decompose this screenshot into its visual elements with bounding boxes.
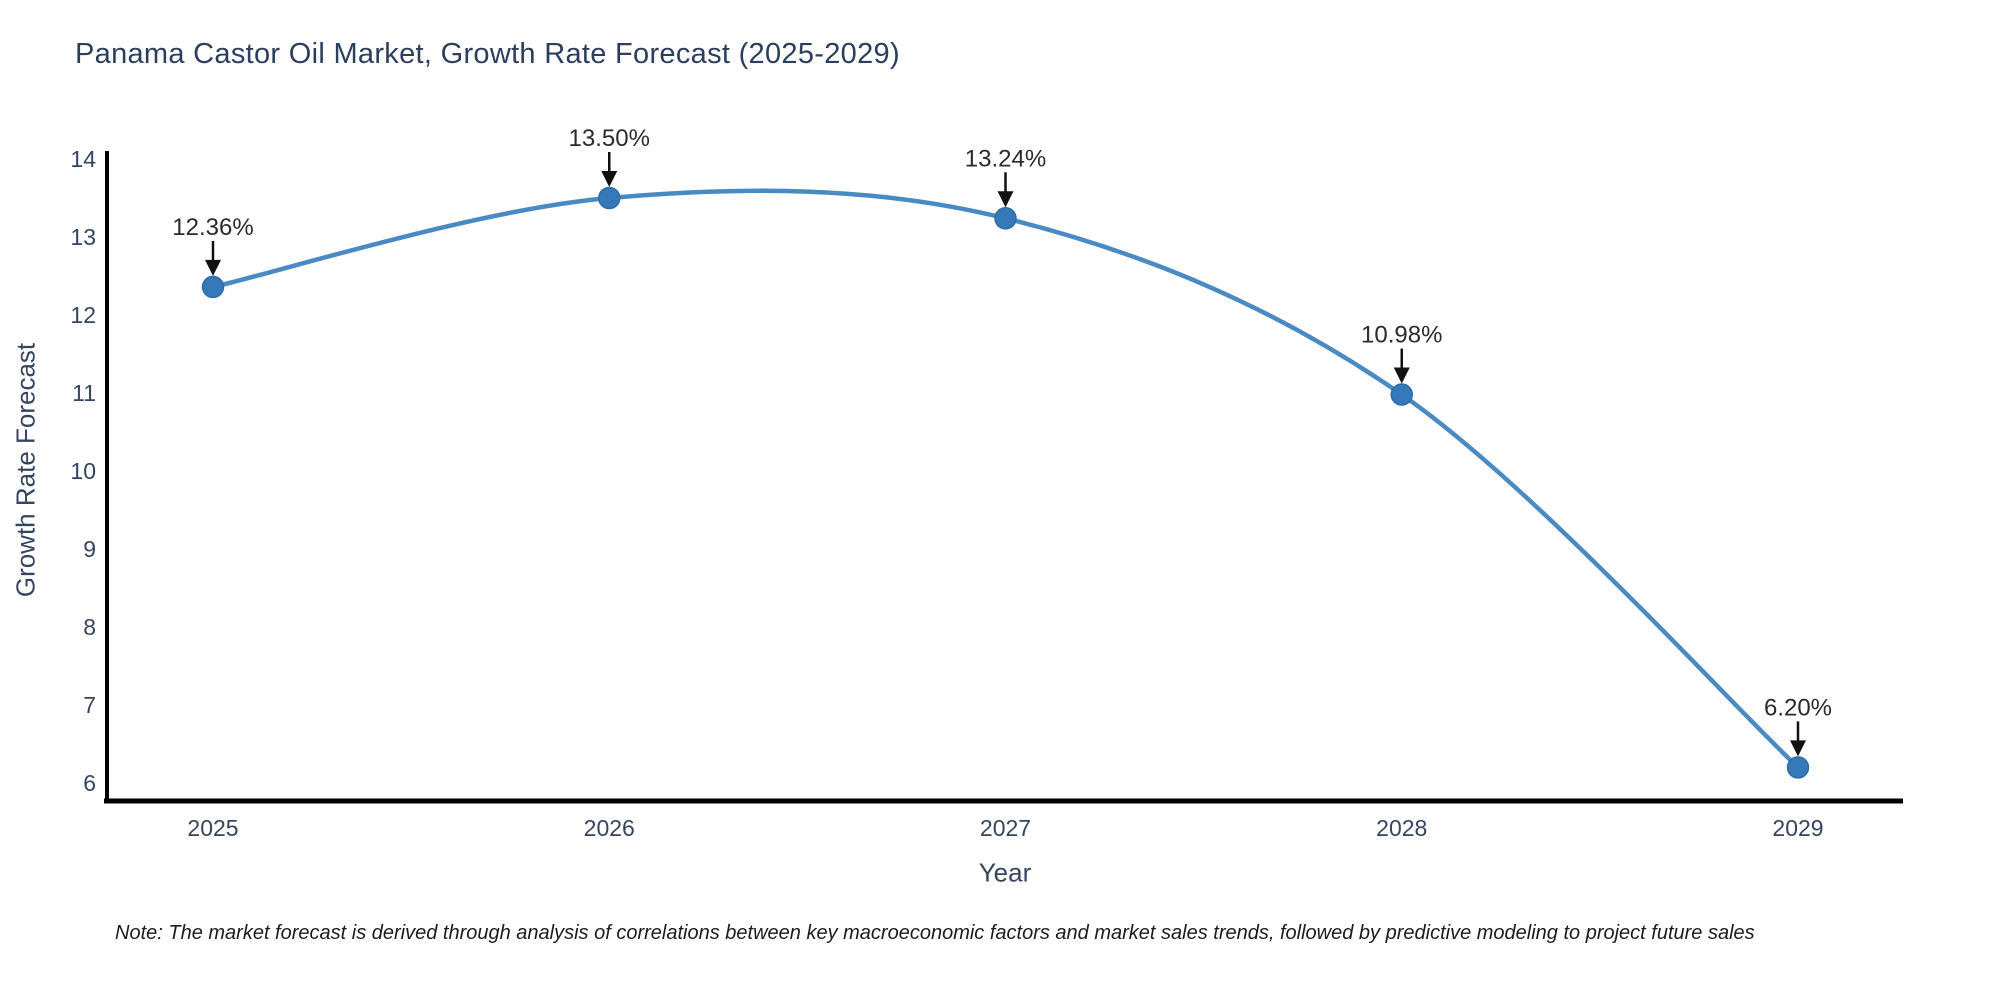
y-tick-label: 8 [83, 614, 96, 640]
annotation-arrow-head [1393, 367, 1410, 384]
x-tick-label: 2026 [584, 815, 635, 841]
footnote: Note: The market forecast is derived thr… [115, 922, 1755, 944]
x-tick-label: 2025 [187, 815, 238, 841]
x-tick-label: 2029 [1772, 815, 1823, 841]
annotation-arrow-head [1790, 740, 1806, 757]
data-point-label-2025: 12.36% [172, 214, 253, 241]
x-axis-title: Year [978, 857, 1032, 888]
data-point-marker-2028 [1390, 383, 1413, 406]
chart-title: Panama Castor Oil Market, Growth Rate Fo… [75, 38, 900, 70]
x-tick-label: 2028 [1376, 815, 1427, 841]
y-tick-label: 13 [70, 224, 96, 250]
x-tick-label: 2027 [980, 815, 1031, 841]
y-tick-label: 9 [83, 536, 96, 562]
annotation-arrow-head [997, 191, 1014, 208]
data-point-label-2026: 13.50% [569, 125, 650, 152]
data-point-marker-2025 [201, 275, 225, 299]
data-point-marker-2027 [994, 207, 1017, 230]
y-tick-label: 7 [83, 692, 96, 718]
y-tick-label: 6 [83, 770, 96, 796]
data-point-label-2028: 10.98% [1361, 322, 1442, 349]
y-axis-title: Growth Rate Forecast [10, 342, 41, 598]
y-tick-label: 14 [70, 146, 96, 172]
forecast-line [210, 188, 1801, 770]
data-point-marker-2029 [1786, 756, 1810, 779]
data-point-label-2029: 6.20% [1764, 694, 1832, 721]
annotation-arrow-head [601, 171, 618, 187]
annotation-arrow-head [205, 259, 221, 276]
data-point-marker-2026 [598, 186, 621, 210]
data-point-label-2027: 13.24% [965, 145, 1046, 172]
y-tick-label: 11 [72, 380, 96, 406]
y-tick-label: 10 [70, 458, 96, 484]
y-tick-label: 12 [70, 302, 96, 328]
